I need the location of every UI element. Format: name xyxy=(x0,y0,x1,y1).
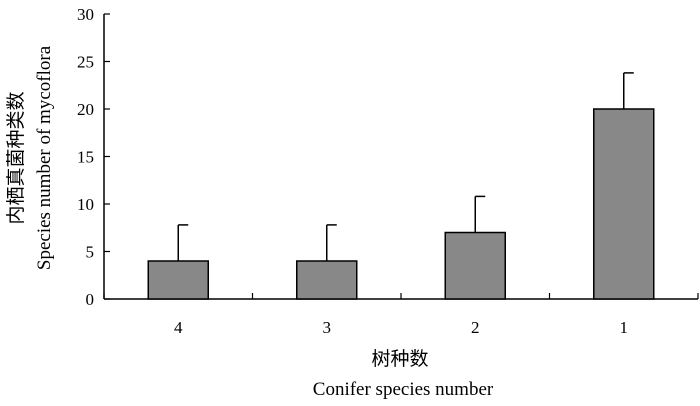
x-axis-title-chinese: 树种数 xyxy=(371,348,428,370)
bar xyxy=(147,260,209,300)
x-tick-label: 2 xyxy=(471,318,480,337)
y-tick-label: 30 xyxy=(77,5,94,24)
plot-area: 0 5 10 15 20 25 30 4 3 2 1 xyxy=(77,5,699,337)
x-tick-label: 1 xyxy=(620,318,629,337)
x-tick-label: 3 xyxy=(323,318,332,337)
bar xyxy=(296,260,358,300)
y-axis-title-chinese: 内栖真菌种类数 xyxy=(5,91,27,224)
y-tick-label: 0 xyxy=(86,290,95,309)
y-axis-title-english: Species number of mycoflora xyxy=(34,45,55,270)
y-tick-label: 25 xyxy=(77,53,94,72)
y-tick-label: 10 xyxy=(77,195,94,214)
bar xyxy=(593,108,655,300)
y-tick-label: 5 xyxy=(86,243,95,262)
x-tick-label: 4 xyxy=(174,318,183,337)
x-axis-title-english: Conifer species number xyxy=(313,379,494,400)
y-tick-label: 15 xyxy=(77,148,94,167)
y-tick-label: 20 xyxy=(77,100,94,119)
bar xyxy=(444,231,506,300)
